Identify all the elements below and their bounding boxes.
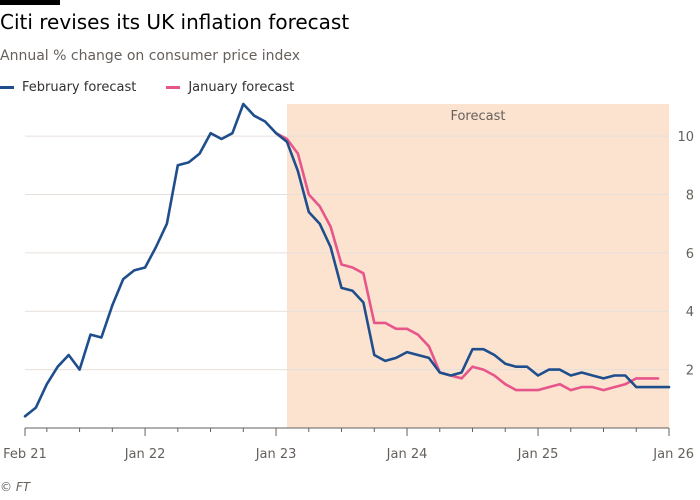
y-tick-label-8: 8 <box>686 188 694 203</box>
series-line-february-forecast <box>23 102 671 418</box>
chart-subtitle: Annual % change on consumer price index <box>0 48 301 64</box>
y-tick-label-6: 6 <box>686 247 694 262</box>
legend-swatch-february <box>0 86 14 89</box>
y-tick-label-4: 4 <box>686 305 694 320</box>
y-tick-label-2: 2 <box>686 364 694 379</box>
x-tick-label-2: Jan 23 <box>255 447 297 462</box>
x-tick-label-3: Jan 24 <box>386 447 428 462</box>
y-tick-label-10: 10 <box>677 130 694 145</box>
brand-bar <box>0 0 60 5</box>
x-tick-label-1: Jan 22 <box>124 447 166 462</box>
chart-title: Citi revises its UK inflation forecast <box>0 10 350 34</box>
x-tick-label-5: Jan 26 <box>652 447 694 462</box>
forecast-band-label: Forecast <box>450 109 505 124</box>
x-tick-label-0: Feb 21 <box>3 447 47 462</box>
legend-label-january: January forecast <box>188 80 295 95</box>
legend-label-february: February forecast <box>22 80 137 95</box>
chart-legend: February forecast January forecast <box>0 80 324 95</box>
legend-item-january: January forecast <box>166 80 294 95</box>
source-note: © FT <box>0 480 31 494</box>
legend-swatch-january <box>166 86 181 89</box>
legend-item-february: February forecast <box>0 80 136 95</box>
x-tick-label-4: Jan 25 <box>517 447 559 462</box>
series-line-january-forecast <box>274 131 660 392</box>
